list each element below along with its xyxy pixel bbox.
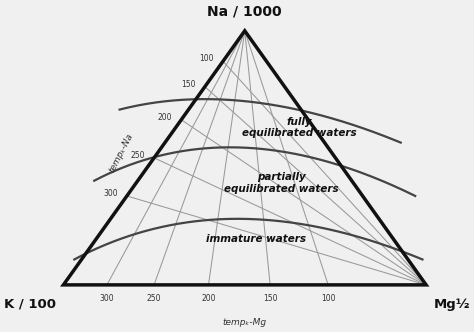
Text: 100: 100 bbox=[200, 54, 214, 63]
Text: 250: 250 bbox=[130, 151, 145, 160]
Text: 150: 150 bbox=[181, 80, 196, 89]
Text: partially
equilibrated waters: partially equilibrated waters bbox=[224, 172, 338, 194]
Text: 250: 250 bbox=[147, 294, 161, 303]
Text: 100: 100 bbox=[321, 294, 336, 303]
Text: 200: 200 bbox=[201, 294, 216, 303]
Text: Na / 1000: Na / 1000 bbox=[208, 4, 282, 18]
Text: 300: 300 bbox=[103, 189, 118, 198]
Text: immature waters: immature waters bbox=[206, 234, 306, 244]
Text: 200: 200 bbox=[158, 113, 172, 122]
Text: tempₖ-Na: tempₖ-Na bbox=[108, 131, 135, 174]
Text: fully
equilibrated waters: fully equilibrated waters bbox=[242, 117, 356, 138]
Text: Mg½: Mg½ bbox=[433, 297, 470, 310]
Text: 150: 150 bbox=[263, 294, 277, 303]
Text: 300: 300 bbox=[100, 294, 114, 303]
Text: tempₖ-Mg: tempₖ-Mg bbox=[223, 318, 267, 327]
Text: K / 100: K / 100 bbox=[4, 297, 56, 310]
